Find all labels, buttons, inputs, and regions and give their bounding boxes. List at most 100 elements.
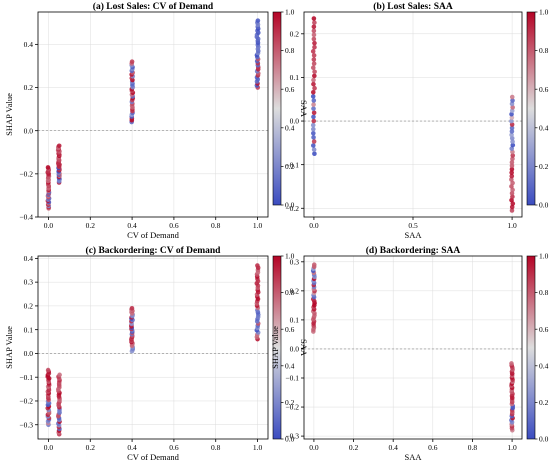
colorbar-tick-label: 0.6 <box>285 85 295 94</box>
scatter-point <box>509 132 514 138</box>
panel-title: (d) Backordering: SAA <box>366 245 461 256</box>
colorbar-tick-label: 0.2 <box>539 162 549 171</box>
y-tick-label: −0.3 <box>285 432 299 441</box>
panel-2: 0.0 0.5 1.0 −0.2 −0.1 0.0 0.1 0.2 (b) Lost Sales… <box>285 1 549 240</box>
y-tick-label: −0.3 <box>19 420 33 429</box>
panel-title: (c) Backordering: CV of Demand <box>86 245 222 256</box>
scatter-point <box>510 142 516 148</box>
y-tick-label: 0.1 <box>290 316 300 325</box>
scatter-point <box>310 49 316 54</box>
x-tick-label: 0.0 <box>309 443 319 452</box>
scatter-point <box>311 114 316 120</box>
scatter-point <box>509 177 514 182</box>
scatter-point <box>312 73 317 79</box>
y-axis-label: SHAP Value <box>270 326 280 369</box>
scatter-point <box>57 372 62 378</box>
colorbar-tick-label: 0.0 <box>285 435 295 444</box>
colorbar-tick-label: 1.0 <box>539 252 549 261</box>
scatter-point <box>510 194 515 200</box>
scatter-point <box>510 105 515 110</box>
colorbar-tick-label: 0.0 <box>285 201 295 210</box>
grid <box>38 12 268 218</box>
scatter-point <box>311 24 317 30</box>
grid <box>304 12 522 217</box>
scatter-point <box>509 163 515 169</box>
y-tick-label: 0.4 <box>24 254 34 263</box>
colorbar-tick-label: 1.0 <box>285 252 295 261</box>
y-tick-label: −0.4 <box>19 213 33 222</box>
x-tick-label: 0.0 <box>44 221 54 230</box>
scatter-point <box>509 118 514 124</box>
scatter-point <box>312 85 317 91</box>
scatter-point <box>129 59 135 64</box>
scatter-point <box>45 367 51 373</box>
scatter-point <box>311 53 317 58</box>
scatter-point <box>311 28 317 34</box>
x-tick-label: 0.4 <box>127 443 137 452</box>
x-tick-label: 0.6 <box>169 221 179 230</box>
scatter-point <box>129 305 135 311</box>
scatter-point <box>56 143 62 149</box>
y-tick-label: 0.1 <box>24 325 34 334</box>
y-tick-label: −0.2 <box>19 397 33 406</box>
panel-3: 0.0 0.2 0.4 0.6 0.8 1.0−0.3−0.2−0.10.00.10.20… <box>4 245 309 462</box>
grid <box>304 256 522 439</box>
scatter-point <box>311 106 316 111</box>
y-tick-label: −0.2 <box>285 204 299 213</box>
scatter-point <box>509 208 515 213</box>
axes-frame <box>303 255 523 440</box>
x-tick-label: 0.0 <box>44 443 54 452</box>
x-tick-label: 0.6 <box>169 443 179 452</box>
colorbar-tick-label: 0.2 <box>285 162 295 171</box>
scatter-point <box>312 69 317 75</box>
y-tick-label: 0.2 <box>290 29 300 38</box>
scatter-point <box>509 94 515 100</box>
colorbar-gradient <box>526 255 536 440</box>
colorbar-tick-label: 0.8 <box>539 46 549 55</box>
colorbar-tick-label: 0.0 <box>539 201 549 210</box>
x-tick-label: 0.2 <box>349 443 359 452</box>
points <box>310 16 516 213</box>
x-tick-label: 0.4 <box>388 443 398 452</box>
y-tick-label: 0.3 <box>24 278 34 287</box>
x-axis-label: CV of Demand <box>127 452 180 462</box>
scatter-point <box>311 32 317 38</box>
x-tick-label: 1.0 <box>507 221 517 230</box>
scatter-point <box>312 40 317 46</box>
y-tick-label: −0.2 <box>19 169 33 178</box>
scatter-point <box>312 44 317 50</box>
x-tick-label: 0.0 <box>309 221 319 230</box>
colorbar: 0.00.20.40.60.81.0CV of Demand <box>526 8 549 210</box>
scatter-point <box>510 98 515 103</box>
panel-1: 0.0 0.2 0.4 0.6 0.8 1.0−0.4−0.20.00.20.4(a) L… <box>4 1 309 240</box>
scatter-point <box>311 147 317 152</box>
y-axis-label: SHAP Value <box>4 93 14 136</box>
scatter-point <box>509 129 515 134</box>
x-axis-label: CV of Demand <box>127 230 180 240</box>
x-tick-label: 0.8 <box>468 443 478 452</box>
y-tick-label: 0.3 <box>290 257 300 266</box>
scatter-point <box>310 143 316 148</box>
scatter-point <box>311 139 317 144</box>
scatter-point <box>510 156 515 162</box>
y-tick-label: 0.0 <box>24 126 34 135</box>
scatter-point <box>311 102 316 107</box>
colorbar-tick-label: 0.4 <box>285 361 295 370</box>
scatter-point <box>509 190 515 196</box>
colorbar-tick-label: 0.0 <box>539 435 549 444</box>
x-axis-label: SAA <box>404 230 422 240</box>
colorbar: 0.00.20.40.60.81.0CV of Demand <box>526 252 549 444</box>
scatter-point <box>310 89 316 95</box>
scatter-point <box>311 262 317 268</box>
colorbar-gradient <box>526 11 536 206</box>
scatter-point <box>509 173 515 179</box>
scatter-point <box>509 122 515 127</box>
scatter-point <box>255 18 261 23</box>
scatter-point <box>509 170 514 175</box>
colorbar-tick-label: 0.6 <box>285 325 295 334</box>
scatter-point <box>311 81 316 87</box>
y-tick-label: −0.1 <box>285 374 299 383</box>
colorbar-gradient <box>272 11 282 206</box>
scatter-point <box>311 135 316 140</box>
